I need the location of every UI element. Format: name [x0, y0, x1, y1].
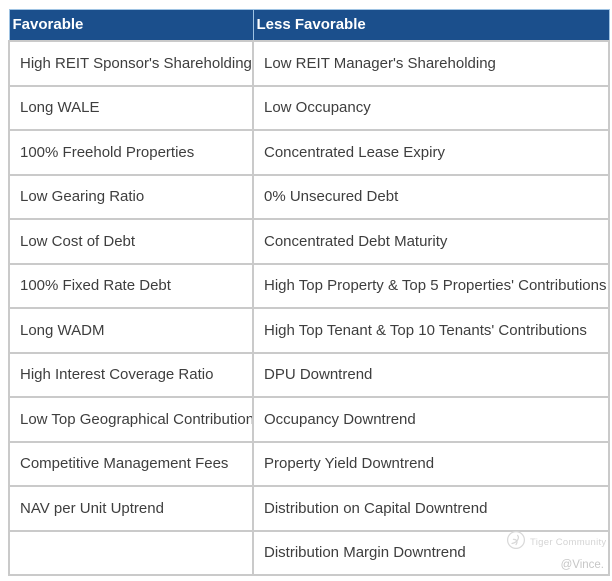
- favorable-cell: Low Cost of Debt: [8, 218, 254, 265]
- favorable-vs-less-favorable-table: Favorable Less Favorable High REIT Spons…: [8, 9, 610, 576]
- table-row: Low Gearing Ratio 0% Unsecured Debt: [8, 173, 610, 220]
- favorable-cell: [8, 529, 254, 576]
- favorable-cell: Long WALE: [8, 84, 254, 131]
- less-favorable-cell: Occupancy Downtrend: [252, 396, 610, 443]
- table-row: Competitive Management Fees Property Yiel…: [8, 440, 610, 487]
- table-row: Long WADM High Top Tenant & Top 10 Tenant…: [8, 307, 610, 354]
- less-favorable-cell: 0% Unsecured Debt: [252, 173, 610, 220]
- table-body: High REIT Sponsor's Shareholding Low REIT…: [8, 40, 610, 576]
- less-favorable-cell: Concentrated Lease Expiry: [252, 129, 610, 176]
- reit-comparison-table: Favorable Less Favorable High REIT Spons…: [8, 9, 610, 576]
- header-less-favorable: Less Favorable: [252, 9, 610, 42]
- favorable-cell: Low Top Geographical Contribution: [8, 396, 254, 443]
- favorable-cell: Low Gearing Ratio: [8, 173, 254, 220]
- less-favorable-cell: Distribution Margin Downtrend: [252, 529, 610, 576]
- table-row: Low Cost of Debt Concentrated Debt Maturi…: [8, 218, 610, 265]
- less-favorable-cell: DPU Downtrend: [252, 351, 610, 398]
- table-header: Favorable Less Favorable: [8, 9, 610, 42]
- header-row: Favorable Less Favorable: [8, 9, 610, 42]
- table-row: High REIT Sponsor's Shareholding Low REIT…: [8, 40, 610, 87]
- less-favorable-cell: Low REIT Manager's Shareholding: [252, 40, 610, 87]
- table-row: Distribution Margin Downtrend: [8, 529, 610, 576]
- header-favorable: Favorable: [8, 9, 254, 42]
- less-favorable-cell: High Top Property & Top 5 Properties' Co…: [252, 262, 610, 309]
- less-favorable-cell: Property Yield Downtrend: [252, 440, 610, 487]
- table-row: 100% Freehold Properties Concentrated Lea…: [8, 129, 610, 176]
- table-row: Long WALE Low Occupancy: [8, 84, 610, 131]
- favorable-cell: Competitive Management Fees: [8, 440, 254, 487]
- less-favorable-cell: Concentrated Debt Maturity: [252, 218, 610, 265]
- favorable-cell: 100% Freehold Properties: [8, 129, 254, 176]
- less-favorable-cell: Distribution on Capital Downtrend: [252, 485, 610, 532]
- favorable-cell: NAV per Unit Uptrend: [8, 485, 254, 532]
- table-row: Low Top Geographical Contribution Occupan…: [8, 396, 610, 443]
- favorable-cell: High Interest Coverage Ratio: [8, 351, 254, 398]
- table-row: NAV per Unit Uptrend Distribution on Capi…: [8, 485, 610, 532]
- table-row: High Interest Coverage Ratio DPU Downtren…: [8, 351, 610, 398]
- favorable-cell: High REIT Sponsor's Shareholding: [8, 40, 254, 87]
- less-favorable-cell: Low Occupancy: [252, 84, 610, 131]
- table-row: 100% Fixed Rate Debt High Top Property & …: [8, 262, 610, 309]
- favorable-cell: 100% Fixed Rate Debt: [8, 262, 254, 309]
- less-favorable-cell: High Top Tenant & Top 10 Tenants' Contri…: [252, 307, 610, 354]
- favorable-cell: Long WADM: [8, 307, 254, 354]
